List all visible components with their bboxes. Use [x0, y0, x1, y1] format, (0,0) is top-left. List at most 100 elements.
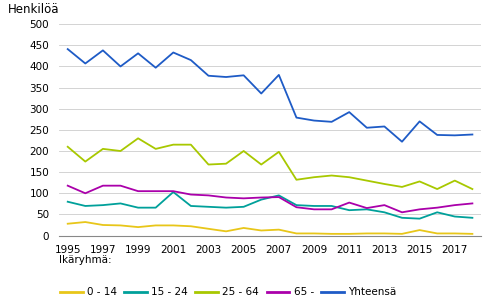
- 25 - 64: [328, 174, 334, 177]
- 0 - 14: [276, 228, 282, 231]
- 0 - 14: [452, 232, 458, 235]
- 15 - 24: [311, 204, 317, 208]
- 65 -: [294, 205, 300, 209]
- 15 - 24: [170, 190, 176, 194]
- Yhteensä: [100, 49, 106, 52]
- 25 - 64: [258, 163, 264, 166]
- Line: Yhteensä: Yhteensä: [68, 49, 472, 142]
- 25 - 64: [117, 149, 123, 153]
- 65 -: [382, 203, 387, 207]
- 15 - 24: [434, 210, 440, 214]
- 0 - 14: [399, 232, 405, 236]
- 15 - 24: [100, 203, 106, 207]
- Yhteensä: [258, 92, 264, 95]
- Line: 15 - 24: 15 - 24: [68, 192, 472, 219]
- 65 -: [417, 207, 423, 211]
- 65 -: [276, 195, 282, 199]
- Yhteensä: [469, 133, 475, 136]
- 0 - 14: [188, 224, 194, 228]
- 0 - 14: [241, 226, 246, 230]
- 0 - 14: [170, 223, 176, 227]
- 65 -: [469, 202, 475, 205]
- 25 - 64: [241, 149, 246, 153]
- 65 -: [206, 194, 212, 197]
- Yhteensä: [223, 75, 229, 79]
- 25 - 64: [311, 175, 317, 179]
- 25 - 64: [223, 162, 229, 165]
- Yhteensä: [417, 120, 423, 123]
- 0 - 14: [469, 232, 475, 236]
- 25 - 64: [100, 147, 106, 151]
- Yhteensä: [328, 120, 334, 124]
- 0 - 14: [434, 232, 440, 235]
- 65 -: [311, 207, 317, 211]
- 65 -: [82, 191, 88, 195]
- 65 -: [364, 206, 370, 210]
- 65 -: [170, 189, 176, 193]
- 0 - 14: [206, 227, 212, 231]
- 15 - 24: [417, 217, 423, 220]
- 65 -: [153, 189, 159, 193]
- Yhteensä: [65, 47, 71, 51]
- Line: 0 - 14: 0 - 14: [68, 222, 472, 234]
- 25 - 64: [399, 185, 405, 189]
- 25 - 64: [469, 187, 475, 191]
- Yhteensä: [276, 73, 282, 77]
- 0 - 14: [117, 223, 123, 227]
- 25 - 64: [135, 137, 141, 140]
- 15 - 24: [294, 203, 300, 207]
- 0 - 14: [223, 230, 229, 233]
- 65 -: [241, 197, 246, 200]
- 0 - 14: [135, 225, 141, 229]
- Yhteensä: [346, 110, 352, 114]
- 0 - 14: [258, 229, 264, 232]
- 15 - 24: [258, 198, 264, 201]
- 0 - 14: [328, 232, 334, 236]
- 15 - 24: [206, 205, 212, 209]
- 65 -: [100, 184, 106, 188]
- Yhteensä: [294, 116, 300, 119]
- 15 - 24: [399, 216, 405, 220]
- 25 - 64: [206, 163, 212, 166]
- 15 - 24: [223, 206, 229, 210]
- 0 - 14: [82, 220, 88, 224]
- 65 -: [117, 184, 123, 188]
- 65 -: [223, 196, 229, 199]
- 15 - 24: [346, 208, 352, 212]
- 15 - 24: [382, 210, 387, 214]
- 65 -: [135, 189, 141, 193]
- Yhteensä: [311, 119, 317, 122]
- 65 -: [399, 210, 405, 214]
- Yhteensä: [153, 66, 159, 69]
- 25 - 64: [452, 179, 458, 182]
- 0 - 14: [364, 232, 370, 235]
- 15 - 24: [153, 206, 159, 210]
- Yhteensä: [206, 74, 212, 78]
- Text: Henkilöä: Henkilöä: [8, 3, 60, 16]
- 25 - 64: [82, 160, 88, 163]
- 15 - 24: [364, 207, 370, 211]
- Yhteensä: [135, 52, 141, 55]
- Yhteensä: [117, 65, 123, 68]
- 65 -: [328, 207, 334, 211]
- Line: 65 -: 65 -: [68, 186, 472, 212]
- Yhteensä: [82, 62, 88, 65]
- 25 - 64: [276, 150, 282, 154]
- 0 - 14: [417, 228, 423, 232]
- 65 -: [65, 184, 71, 188]
- 15 - 24: [135, 206, 141, 210]
- 0 - 14: [311, 232, 317, 235]
- 25 - 64: [170, 143, 176, 146]
- 0 - 14: [294, 232, 300, 235]
- 25 - 64: [364, 179, 370, 182]
- 15 - 24: [452, 215, 458, 218]
- 15 - 24: [188, 204, 194, 208]
- 15 - 24: [276, 194, 282, 197]
- 0 - 14: [100, 223, 106, 227]
- 15 - 24: [65, 200, 71, 204]
- 0 - 14: [346, 232, 352, 236]
- Line: 25 - 64: 25 - 64: [68, 138, 472, 189]
- 25 - 64: [434, 187, 440, 191]
- Yhteensä: [170, 51, 176, 54]
- Yhteensä: [452, 133, 458, 137]
